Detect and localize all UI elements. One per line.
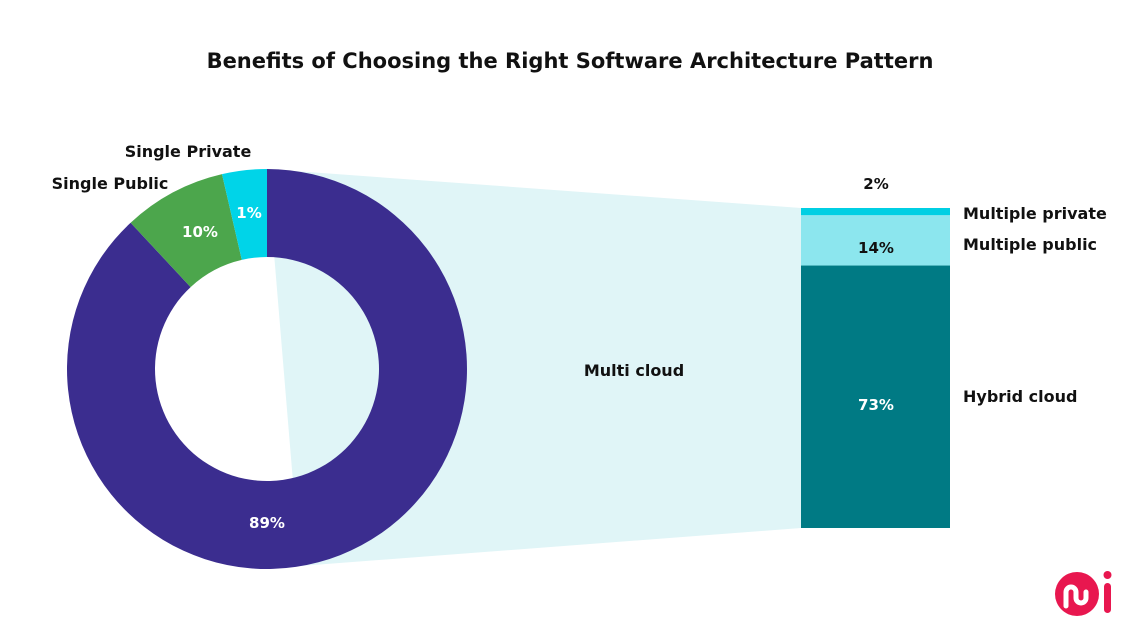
bar-segment-multiple-private <box>801 208 950 216</box>
donut-slice-single-private <box>222 169 267 260</box>
bar-segment-multiple-public <box>801 215 950 266</box>
donut-chart <box>66 169 468 569</box>
stacked-bar <box>801 208 950 528</box>
donut-slice-multi-cloud <box>66 169 468 569</box>
bar-segment-hybrid-cloud <box>801 265 950 528</box>
donut-slice-single-public <box>130 174 242 288</box>
label-single-private: Single Private <box>125 142 252 161</box>
label-multi-cloud: Multi cloud <box>584 361 684 380</box>
bar-value-multiple-private: 2% <box>863 175 888 193</box>
chart-title: Benefits of Choosing the Right Software … <box>207 49 934 73</box>
logo <box>1055 571 1112 616</box>
label-multiple-private: Multiple private <box>963 204 1107 223</box>
label-single-public: Single Public <box>52 174 169 193</box>
donut-value-single-private: 1% <box>236 204 261 222</box>
bar-value-multiple-public: 14% <box>858 239 894 257</box>
label-hybrid-cloud: Hybrid cloud <box>963 387 1077 406</box>
label-multiple-public: Multiple public <box>963 235 1097 254</box>
bar-value-hybrid: 73% <box>858 396 894 414</box>
donut-value-multi-cloud: 89% <box>249 514 285 532</box>
donut-value-single-public: 10% <box>182 223 218 241</box>
